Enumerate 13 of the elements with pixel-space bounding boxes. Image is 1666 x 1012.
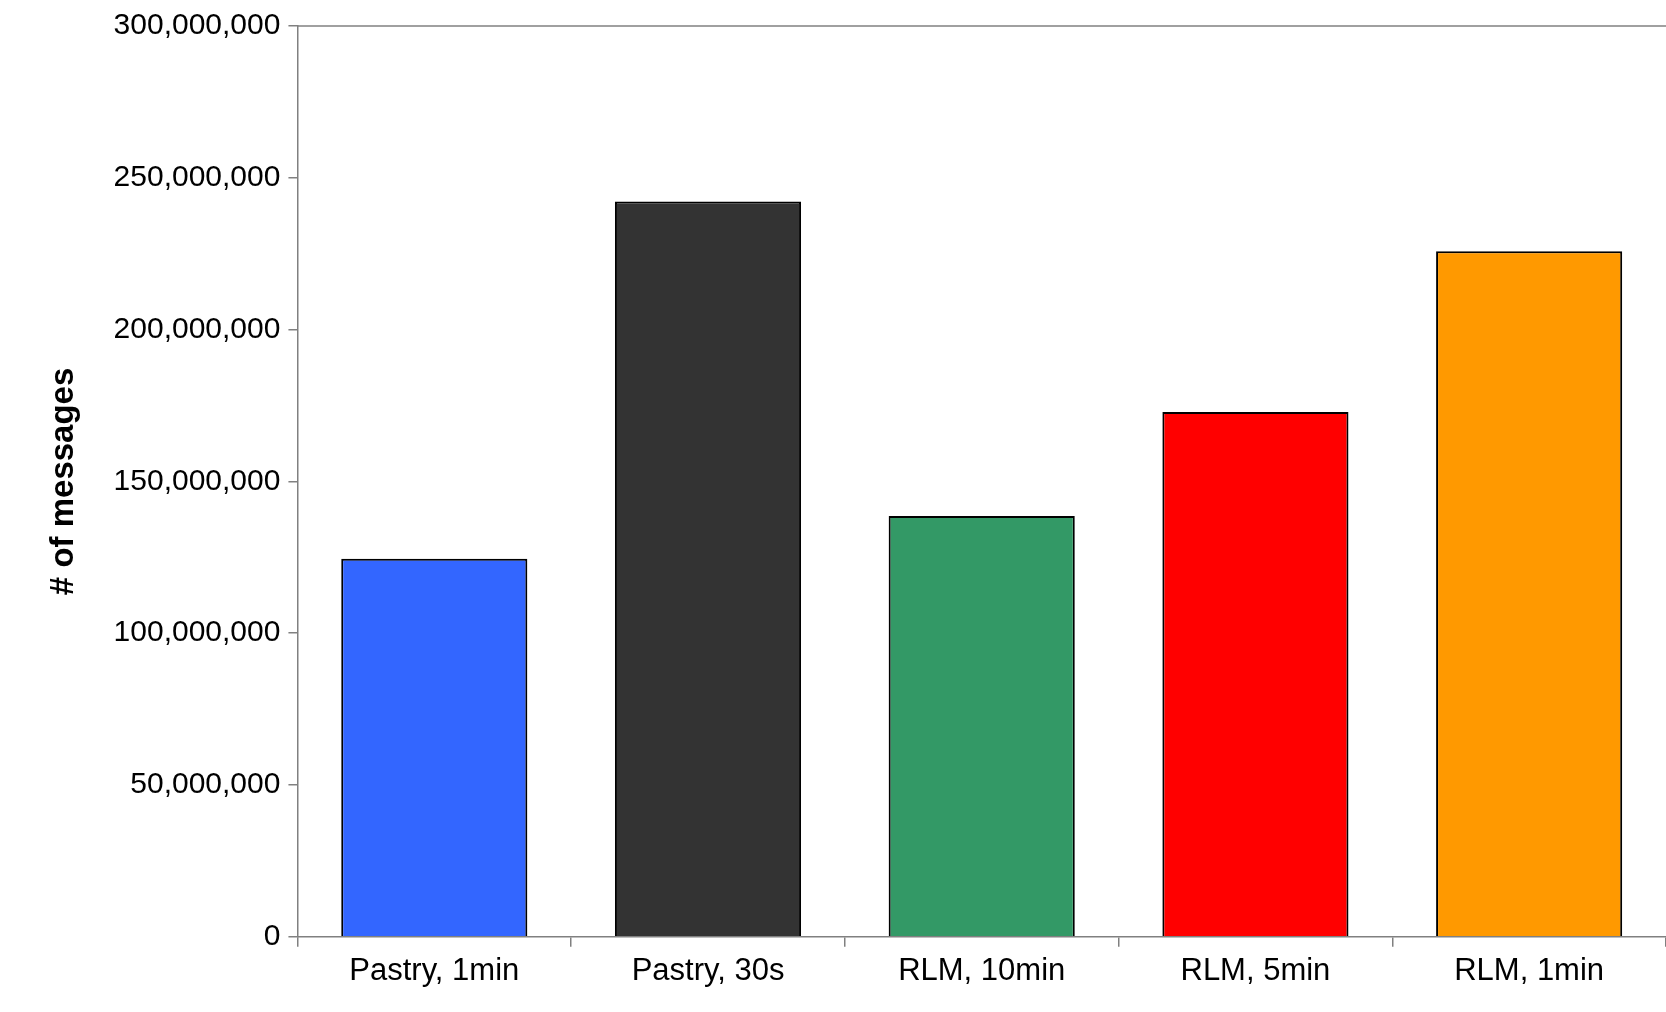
- x-tick-label: RLM, 1min: [1454, 951, 1605, 987]
- y-tick-label: 250,000,000: [113, 159, 281, 193]
- y-tick-label: 300,000,000: [113, 7, 281, 41]
- y-tick-label: 50,000,000: [130, 766, 281, 800]
- y-tick-label: 200,000,000: [113, 310, 281, 344]
- y-tick-label: 150,000,000: [113, 462, 281, 496]
- y-axis-title: # of messages: [42, 367, 80, 596]
- y-tick-label: 100,000,000: [113, 614, 281, 648]
- x-tick-label: RLM, 10min: [898, 951, 1066, 987]
- x-tick-label: RLM, 5min: [1180, 951, 1331, 987]
- x-tick-label: Pastry, 1min: [349, 951, 520, 987]
- y-tick-label: 0: [263, 918, 281, 952]
- x-tick-label: Pastry, 30s: [631, 951, 785, 987]
